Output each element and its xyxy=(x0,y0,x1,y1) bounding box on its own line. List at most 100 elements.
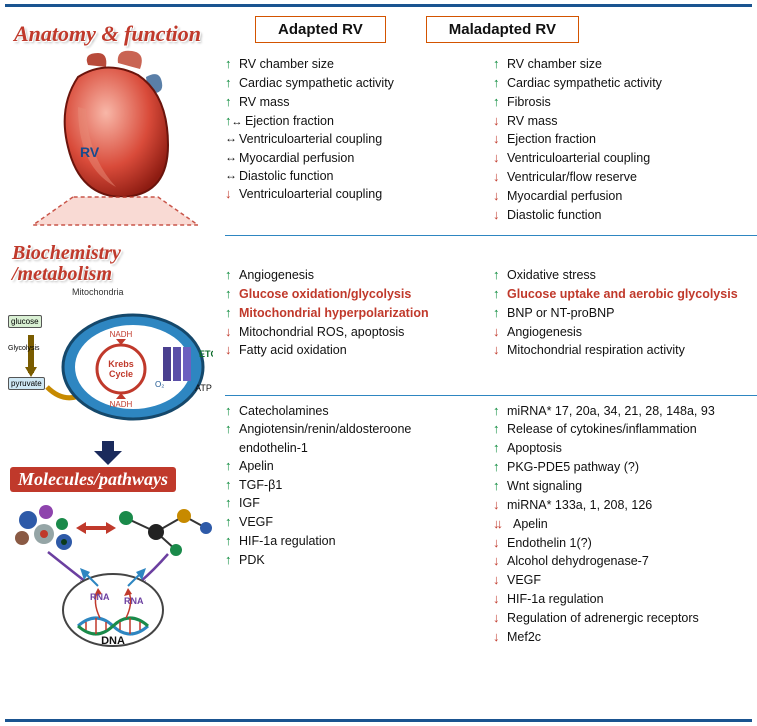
list-item: ↔Diastolic function xyxy=(225,167,475,185)
list-item: ↓↓Apelin xyxy=(493,515,753,534)
down-arrow-icon: ↓ xyxy=(493,168,507,187)
item-text: Myocardial perfusion xyxy=(239,149,354,167)
item-text: IGF xyxy=(239,494,260,512)
up-arrow-icon: ↑ xyxy=(493,74,507,93)
list-item: ↑TGF-β1 xyxy=(225,476,475,495)
list-item: ↑Cardiac sympathetic activity xyxy=(225,74,475,93)
up-arrow-icon: ↑ xyxy=(493,285,507,304)
glucose-box: glucose xyxy=(8,315,42,328)
up-arrow-icon: ↑ xyxy=(225,457,239,476)
item-text: Ejection fraction xyxy=(245,112,334,130)
list-item: ↓HIF-1a regulation xyxy=(493,590,753,609)
list-item: ↑RV mass xyxy=(225,93,475,112)
item-text: miRNA* 133a, 1, 208, 126 xyxy=(507,496,652,514)
up-arrow-icon: ↑ xyxy=(225,402,239,421)
list-item: ↑PDK xyxy=(225,551,475,570)
list-item: ↑Oxidative stress xyxy=(493,266,753,285)
list-item: ↑IGF xyxy=(225,494,475,513)
list-item: ↑HIF-1a regulation xyxy=(225,532,475,551)
up-bidir-arrow-icon: ↑↔ xyxy=(225,112,245,131)
heart-illustration: RV xyxy=(4,47,221,237)
item-text: Regulation of adrenergic receptors xyxy=(507,609,699,627)
item-text: Catecholamines xyxy=(239,402,329,420)
krebs-label2: Cycle xyxy=(108,369,132,379)
list-item: ↓Mef2c xyxy=(493,628,753,647)
list-item: ↓Endothelin 1(?) xyxy=(493,534,753,553)
list-item: ↓RV mass xyxy=(493,112,753,131)
item-text: Ventricular/flow reserve xyxy=(507,168,637,186)
item-text: RV chamber size xyxy=(239,55,334,73)
item-text: PDK xyxy=(239,551,265,569)
up-arrow-icon: ↑ xyxy=(225,55,239,74)
up-arrow-icon: ↑ xyxy=(225,532,239,551)
etc-label: ETC xyxy=(199,349,213,359)
item-text: HIF-1a regulation xyxy=(507,590,604,608)
rna-label-1: RNA xyxy=(90,592,110,602)
bottom-rule xyxy=(5,719,752,722)
item-text: Ventriculoarterial coupling xyxy=(507,149,650,167)
down-arrow-icon: ↓ xyxy=(493,323,507,342)
bio-adapted-list: ↑Angiogenesis↑Glucose oxidation/glycolys… xyxy=(225,266,475,360)
molecules-icon: RNA RNA DNA xyxy=(8,498,218,648)
list-item: ↑↔Ejection fraction xyxy=(225,112,475,131)
item-text: Cardiac sympathetic activity xyxy=(239,74,394,92)
list-item: ↑PKG-PDE5 pathway (?) xyxy=(493,458,753,477)
down-arrow-icon: ↓ xyxy=(493,341,507,360)
down-arrow-icon: ↓ xyxy=(225,341,239,360)
item-text: Apelin xyxy=(239,457,274,475)
item-text: Apelin xyxy=(513,515,548,533)
item-text: Oxidative stress xyxy=(507,266,596,284)
nadh2: NADH xyxy=(109,400,132,409)
down-arrow-icon: ↓ xyxy=(493,112,507,131)
item-text: HIF-1a regulation xyxy=(239,532,336,550)
item-text: miRNA* 17, 20a, 34, 21, 28, 148a, 93 xyxy=(507,402,715,420)
up-arrow-icon: ↑ xyxy=(225,285,239,304)
item-text: Wnt signaling xyxy=(507,477,582,495)
up-arrow-icon: ↑ xyxy=(493,477,507,496)
item-text: Mitochondrial ROS, apoptosis xyxy=(239,323,404,341)
up-arrow-icon: ↑ xyxy=(493,266,507,285)
double-down-arrow-icon: ↓↓ xyxy=(493,515,513,534)
item-text: VEGF xyxy=(507,571,541,589)
down-arrow-icon: ↓ xyxy=(225,185,239,204)
section-anatomy: ↑RV chamber size↑Cardiac sympathetic act… xyxy=(225,49,757,235)
list-item: ↑Cardiac sympathetic activity xyxy=(493,74,753,93)
down-arrow-icon: ↓ xyxy=(225,323,239,342)
title-biochem: Biochemistry /metabolism xyxy=(12,243,221,285)
down-arrow-icon: ↓ xyxy=(493,628,507,647)
list-item: ↓miRNA* 133a, 1, 208, 126 xyxy=(493,496,753,515)
item-text: Angiogenesis xyxy=(239,266,314,284)
mitochondria-illustration: Mitochondria glucose Glycolysis pyruvate… xyxy=(4,287,221,463)
item-text: Ventriculoarterial coupling xyxy=(239,130,382,148)
section-biochem: ↑Angiogenesis↑Glucose oxidation/glycolys… xyxy=(225,235,757,395)
section-molecules: ↑Catecholamines↑Angiotensin/renin/aldost… xyxy=(225,395,757,657)
item-text: Myocardial perfusion xyxy=(507,187,622,205)
up-arrow-icon: ↑ xyxy=(493,55,507,74)
up-arrow-icon: ↑ xyxy=(225,551,239,570)
list-item: ↓Angiogenesis xyxy=(493,323,753,342)
up-arrow-icon: ↑ xyxy=(493,439,507,458)
mol-adapted-list: ↑Catecholamines↑Angiotensin/renin/aldost… xyxy=(225,402,475,647)
item-text: Angiogenesis xyxy=(507,323,582,341)
list-item: ↓Ejection fraction xyxy=(493,130,753,149)
down-arrow-icon: ↓ xyxy=(493,496,507,515)
up-arrow-icon: ↑ xyxy=(493,420,507,439)
header-adapted: Adapted RV xyxy=(255,16,386,43)
item-text: Cardiac sympathetic activity xyxy=(507,74,662,92)
main-layout: Anatomy & function RV xyxy=(0,10,757,716)
item-text: Mef2c xyxy=(507,628,541,646)
item-text: RV mass xyxy=(239,93,289,111)
up-arrow-icon: ↑ xyxy=(225,513,239,532)
item-text: Endothelin 1(?) xyxy=(507,534,592,552)
item-text: Fatty acid oxidation xyxy=(239,341,347,359)
list-item: ↑Catecholamines xyxy=(225,402,475,421)
list-item: ↑Apelin xyxy=(225,457,475,476)
list-item: ↓VEGF xyxy=(493,571,753,590)
bidir-arrow-icon: ↔ xyxy=(225,149,239,166)
up-arrow-icon: ↑ xyxy=(225,476,239,495)
list-item: ↑RV chamber size xyxy=(225,55,475,74)
item-text: Alcohol dehydrogenase-7 xyxy=(507,552,649,570)
down-arrow-icon: ↓ xyxy=(493,206,507,225)
item-text: Fibrosis xyxy=(507,93,551,111)
right-content-column: Adapted RV Maladapted RV ↑RV chamber siz… xyxy=(225,10,757,716)
